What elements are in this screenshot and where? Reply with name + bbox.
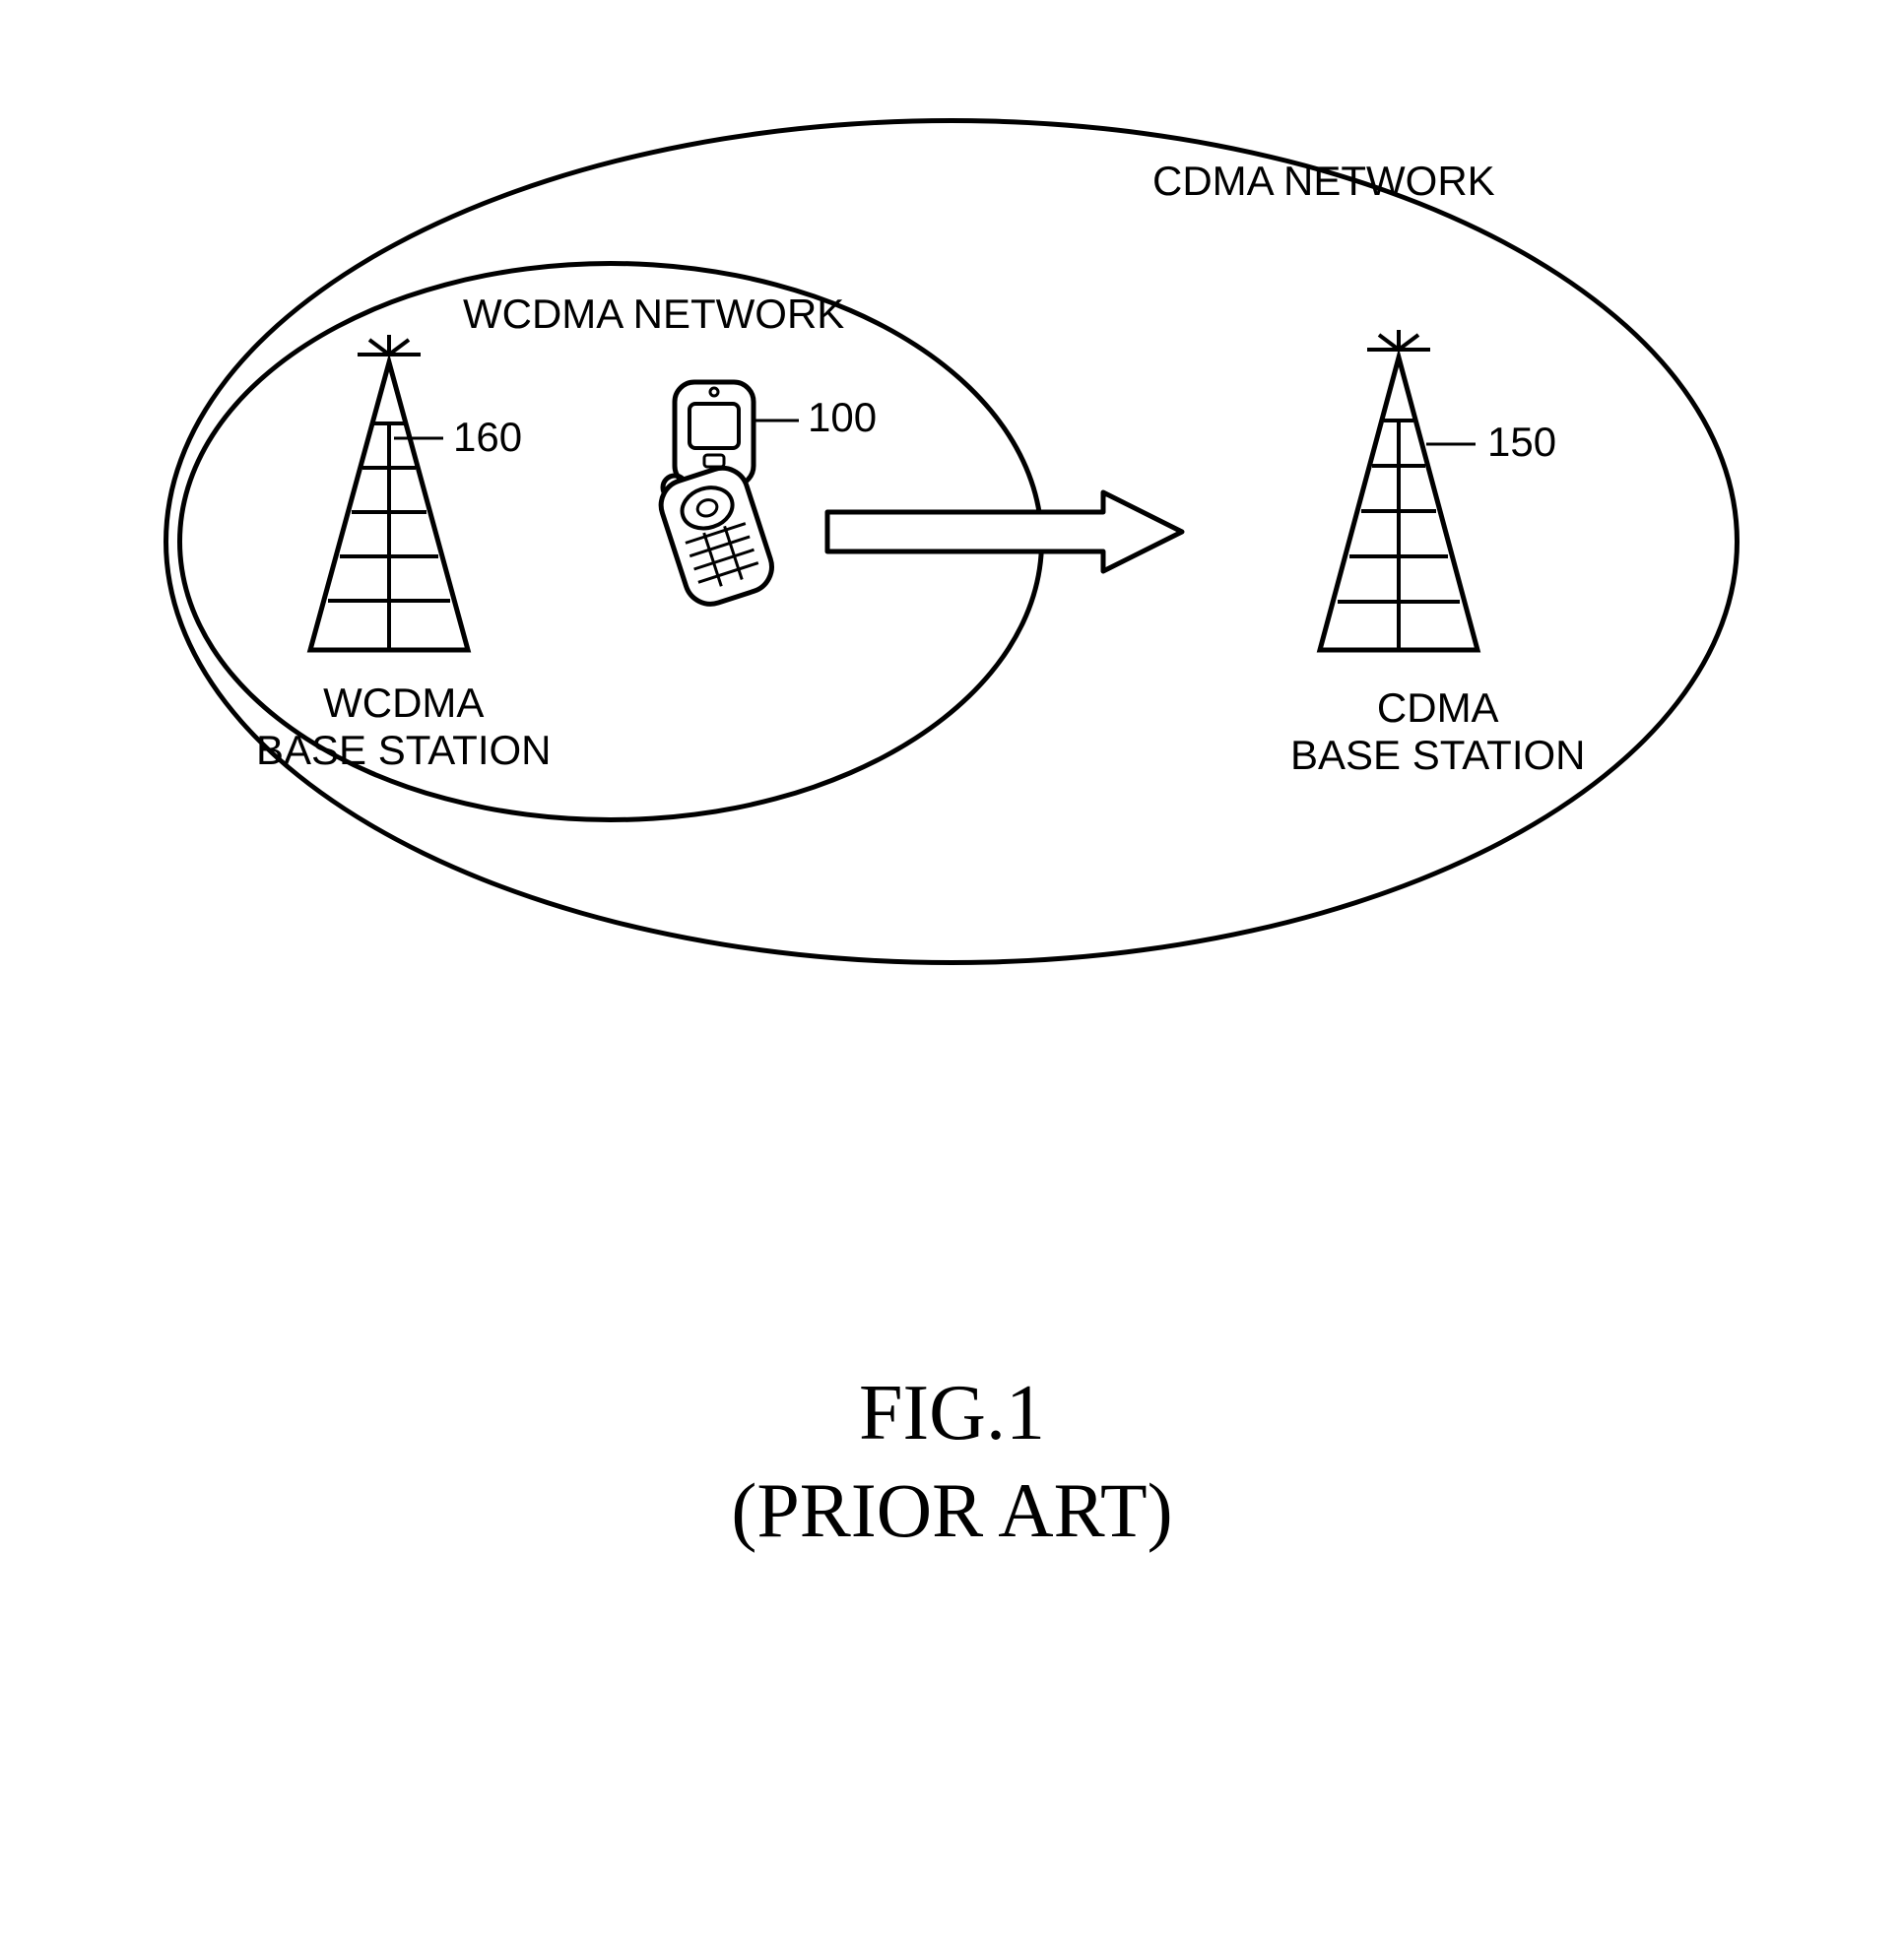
handoff-arrow-icon	[818, 483, 1192, 581]
caption-line2: (PRIOR ART)	[0, 1466, 1904, 1555]
cdma-base-station-label: CDMA BASE STATION	[1290, 684, 1586, 780]
cdma-ref-leader	[1426, 429, 1485, 459]
cdma-label-line1: CDMA	[1377, 684, 1499, 731]
wcdma-base-station-label: WCDMA BASE STATION	[256, 680, 552, 775]
caption-line1: FIG.1	[0, 1369, 1904, 1458]
diagram-canvas: CDMA NETWORK WCDMA NETWORK 160 WCD	[0, 0, 1904, 1942]
cdma-label-line2: BASE STATION	[1290, 732, 1586, 778]
wcdma-network-label: WCDMA NETWORK	[463, 291, 844, 338]
wcdma-ref-number: 160	[453, 414, 522, 461]
wcdma-ref-leader	[394, 423, 453, 453]
wcdma-label-line1: WCDMA	[323, 680, 484, 726]
phone-ref-number: 100	[808, 394, 877, 441]
cdma-base-station-tower	[1290, 330, 1507, 660]
wcdma-label-line2: BASE STATION	[256, 727, 552, 773]
phone-ref-leader	[755, 406, 809, 435]
cdma-ref-number: 150	[1487, 419, 1556, 466]
cdma-network-label: CDMA NETWORK	[1152, 158, 1495, 205]
wcdma-base-station-tower	[281, 335, 497, 660]
figure-caption: FIG.1 (PRIOR ART)	[0, 1369, 1904, 1555]
